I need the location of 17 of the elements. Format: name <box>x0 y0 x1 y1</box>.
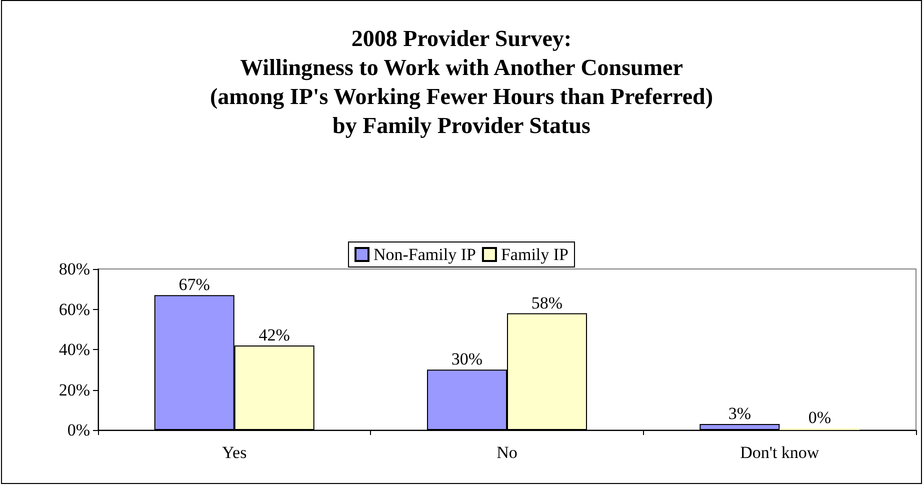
y-tick-label: 40% <box>58 340 90 359</box>
data-label: 0% <box>808 408 832 427</box>
data-label: 67% <box>178 275 210 294</box>
chart-title: 2008 Provider Survey: Willingness to Work with Another Consumer (among IP's Working Fewer Hours than Preferred) by Family Provider Status <box>210 26 713 138</box>
x-tick-label: No <box>496 443 518 462</box>
data-label: 58% <box>531 293 563 312</box>
x-tick-label: Don't know <box>740 443 820 462</box>
y-tick-label: 20% <box>58 380 90 400</box>
data-label: 42% <box>258 325 290 344</box>
y-tick-label: 0% <box>67 420 90 440</box>
legend-label: Family IP <box>500 245 569 264</box>
data-label: 30% <box>451 350 483 369</box>
y-tick-label: 60% <box>58 300 90 319</box>
y-tick-label: 80% <box>58 260 90 278</box>
legend-label: Non-Family IP <box>373 245 476 264</box>
x-tick-label: Yes <box>222 443 247 462</box>
data-label: 3% <box>728 404 752 423</box>
